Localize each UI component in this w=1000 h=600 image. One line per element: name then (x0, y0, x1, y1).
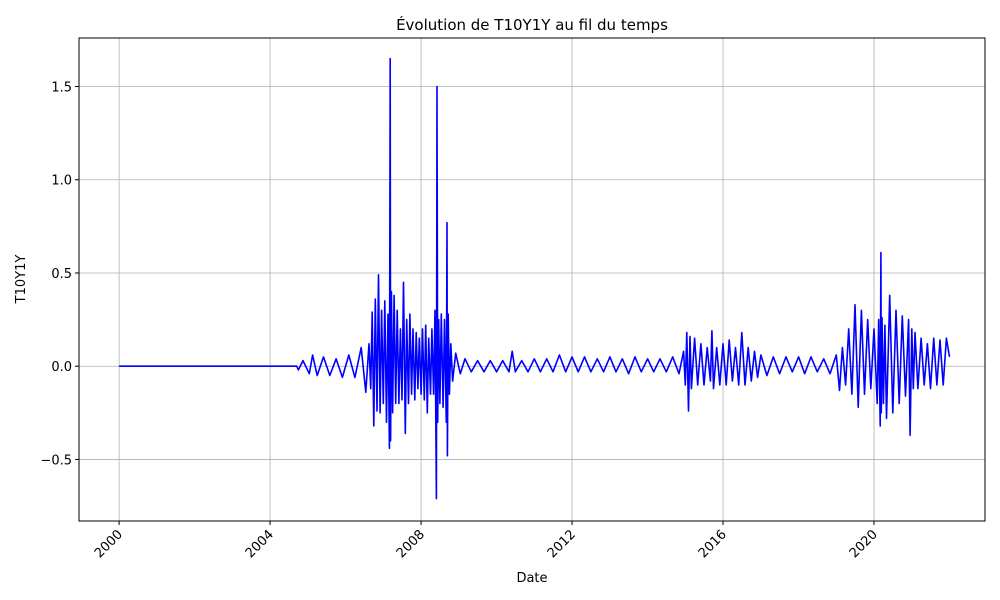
series-layer (119, 57, 951, 500)
y-axis-title: T10Y1Y (14, 255, 29, 305)
x-axis-title: Date (516, 571, 547, 586)
chart-title: Évolution de T10Y1Y au fil du temps (396, 15, 668, 34)
y-tick-label: 1.0 (51, 174, 72, 189)
series-line (119, 57, 951, 500)
plot-frame (78, 37, 986, 522)
y-tick-label: −0.5 (40, 453, 72, 468)
y-tick-label: 1.5 (51, 80, 72, 95)
y-tick-label: 0.5 (51, 267, 72, 282)
y-tick-label: 0.0 (51, 360, 72, 375)
grid (79, 38, 985, 521)
